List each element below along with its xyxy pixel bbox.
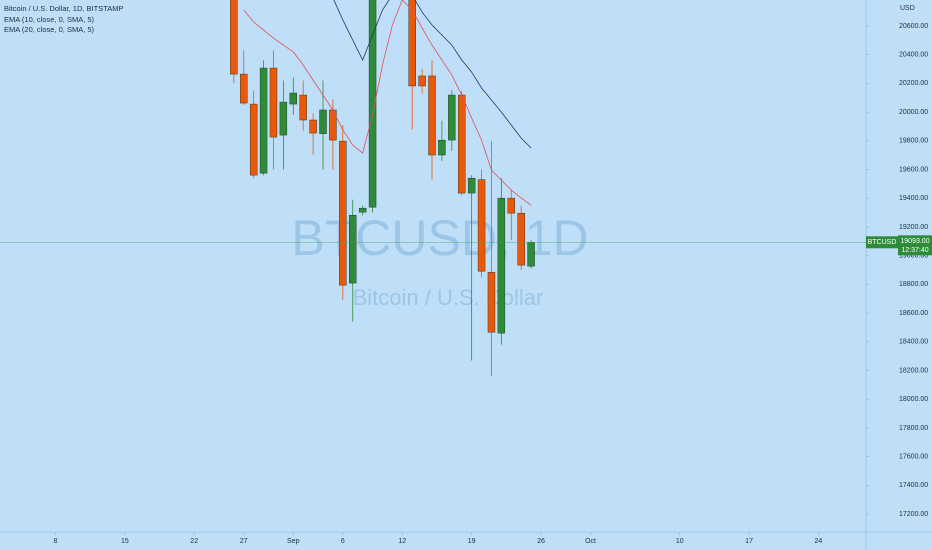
ema-line (243, 0, 532, 206)
symbol-tag-label: BTCUSD (868, 239, 897, 246)
y-tick-label: 18600.00 (899, 310, 928, 317)
candle-body (249, 103, 258, 176)
candle-body (408, 0, 416, 87)
x-tick-label: Sep (287, 538, 300, 545)
y-tick-label: 19200.00 (899, 224, 928, 231)
y-tick-label: 19400.00 (899, 195, 928, 202)
y-tick-label: 20600.00 (899, 23, 928, 30)
axes: 17200.00 17400.00 17600.00 17800.00 18000.00… (54, 23, 932, 545)
candle-body (289, 92, 297, 105)
x-tick-label: 15 (121, 538, 129, 545)
x-tick-label: 8 (54, 538, 58, 545)
y-tick-label: 18000.00 (899, 396, 928, 403)
candle-body (349, 214, 357, 284)
candle-body (279, 101, 288, 136)
countdown-label: 12:37:40 (901, 247, 928, 254)
y-tick-label: 18400.00 (899, 339, 928, 346)
y-tick-label: 20200.00 (899, 80, 928, 87)
candle-body (358, 207, 367, 213)
candle-body (527, 242, 535, 267)
candle-body (418, 75, 426, 87)
y-tick-label: 19000.00 (899, 253, 928, 260)
x-tick-label: 24 (815, 538, 823, 545)
x-tick-label: 26 (537, 538, 545, 545)
chart-title: Bitcoin / U.S. Dollar, 1D, BITSTAMP (4, 4, 123, 13)
x-tick-label: Oct (585, 538, 596, 545)
indicator-label: EMA (20, close, 0, SMA, 5) (4, 25, 95, 34)
x-tick-label: 6 (341, 538, 345, 545)
ema-line (333, 0, 532, 149)
x-tick-label: 10 (676, 538, 684, 545)
x-tick-label: 27 (240, 538, 248, 545)
candle-body (269, 67, 278, 138)
symbol-tag (866, 236, 898, 249)
indicator-label: EMA (10, close, 0, SMA, 5) (4, 15, 95, 24)
y-tick-label: 20400.00 (899, 52, 928, 59)
y-tick-label: 18800.00 (899, 281, 928, 288)
y-tick-label: 18200.00 (899, 367, 928, 374)
candle-body (240, 73, 248, 104)
x-tick-label: 12 (398, 538, 406, 545)
candle-body (438, 139, 446, 156)
y-tick-label: 17800.00 (899, 425, 928, 432)
y-tick-label: 20000.00 (899, 109, 928, 116)
candle-body (507, 197, 515, 214)
x-tick-label: 22 (190, 538, 198, 545)
candle-body (487, 271, 496, 333)
candle-body (497, 197, 506, 334)
candle-body (368, 0, 377, 208)
candle-body (319, 109, 327, 134)
candle-body (428, 75, 436, 156)
watermark-symbol: BTCUSD, 1D (291, 210, 588, 266)
x-tick-label: 19 (468, 538, 476, 545)
watermark-description: Bitcoin / U.S. Dollar (353, 285, 544, 310)
candle-body (259, 67, 268, 174)
y-tick-label: 17200.00 (899, 511, 928, 518)
price-tag (898, 235, 932, 256)
y-tick-label: 19600.00 (899, 166, 928, 173)
y-tick-label: 17600.00 (899, 453, 928, 460)
candle-body (517, 212, 525, 266)
candle-body (477, 179, 486, 272)
y-tick-label: 19800.00 (899, 138, 928, 145)
y-tick-label: 17400.00 (899, 482, 928, 489)
candle-body (309, 119, 317, 134)
candle-body (299, 94, 307, 121)
candle-body (458, 94, 466, 194)
candle-body (467, 177, 476, 194)
y-unit: USD (900, 5, 915, 12)
candle-body (339, 140, 347, 286)
x-tick-label: 17 (745, 538, 753, 545)
plot-area (0, 0, 866, 377)
price-tag-label: 19093.00 (900, 238, 929, 245)
candle-body (448, 94, 456, 141)
candle-body (230, 0, 238, 75)
